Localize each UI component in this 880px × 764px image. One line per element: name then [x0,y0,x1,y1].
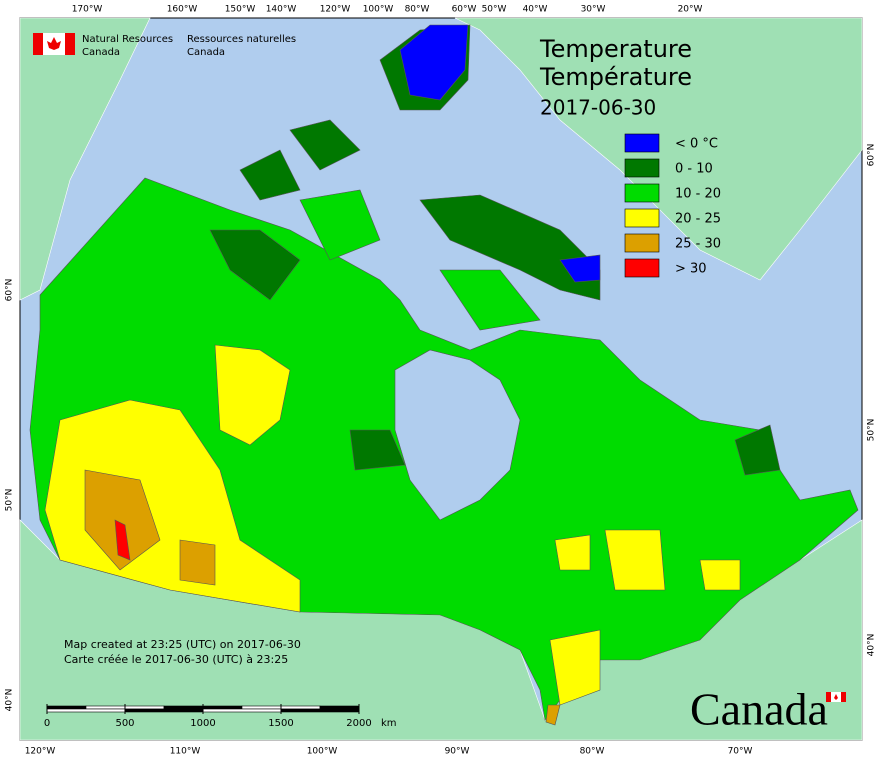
graticule-label: 50°N [5,489,15,512]
org-name-fr: Canada [187,47,225,58]
scale-segment [319,705,360,710]
flag-band [33,33,43,55]
graticule-label: 100°W [307,747,338,757]
graticule-label: 140°W [266,5,297,15]
graticule-label: 50°N [867,419,877,442]
wordmark-flag [826,692,846,702]
legend-label: 10 - 20 [675,187,721,202]
scale-segment [202,705,243,710]
legend-swatch [624,233,660,253]
credit-line: Map created at 23:25 (UTC) on 2017-06-30 [64,638,301,651]
scale-label: 1000 [190,718,215,729]
graticule-label: 30°W [581,5,606,15]
scale-unit: km [381,718,397,729]
org-name-fr: Ressources naturelles [187,34,296,45]
graticule-label: 80°W [580,747,605,757]
graticule-label: 110°W [170,747,201,757]
scale-segment [124,708,204,713]
org-name-en: Natural Resources [82,34,173,45]
map-title: Température [539,63,692,91]
scale-segment [241,705,282,710]
graticule-label: 40°N [867,634,877,657]
flag-band [65,33,75,55]
legend-label: > 30 [675,262,707,277]
map-date: 2017-06-30 [540,96,656,120]
graticule-label: 60°W [452,5,477,15]
graticule-label: 80°W [405,5,430,15]
legend-label: 0 - 10 [675,162,713,177]
org-name-en: Canada [82,47,120,58]
wordmark: Canada [690,684,828,735]
graticule-label: 170°W [72,5,103,15]
scale-label: 0 [44,718,50,729]
scale-segment [280,708,360,713]
legend-label: 25 - 30 [675,237,721,252]
legend-swatch [624,133,660,153]
scale-segment [202,708,282,713]
graticule-label: 50°W [482,5,507,15]
legend-swatch [624,183,660,203]
scale-segment [124,705,165,710]
scale-segment [46,708,126,713]
scale-label: 500 [115,718,134,729]
graticule-label: 40°N [5,689,15,712]
graticule-label: 60°N [5,279,15,302]
graticule-label: 100°W [363,5,394,15]
scale-segment [85,705,126,710]
logo [33,33,75,55]
legend-label: 20 - 25 [675,212,721,227]
scale-label: 2000 [346,718,371,729]
legend-swatch [624,258,660,278]
graticule-label: 70°W [728,747,753,757]
graticule-label: 20°W [678,5,703,15]
scale-label: 1500 [268,718,293,729]
scale-segment [280,705,321,710]
credit-line: Carte créée le 2017-06-30 (UTC) à 23:25 [64,653,288,666]
graticule-label: 40°W [523,5,548,15]
graticule-label: 150°W [225,5,256,15]
legend-swatch [624,158,660,178]
scale-segment [46,705,87,710]
graticule-label: 160°W [167,5,198,15]
graticule-label: 120°W [320,5,351,15]
graticule-label: 60°N [867,144,877,167]
canada-land [29,24,859,726]
legend-label: < 0 °C [675,137,718,152]
graticule-label: 90°W [445,747,470,757]
legend-swatch [624,208,660,228]
maple-leaf [47,37,61,50]
map-title: Temperature [539,35,692,63]
scale-segment [163,705,204,710]
graticule-label: 120°W [25,747,56,757]
